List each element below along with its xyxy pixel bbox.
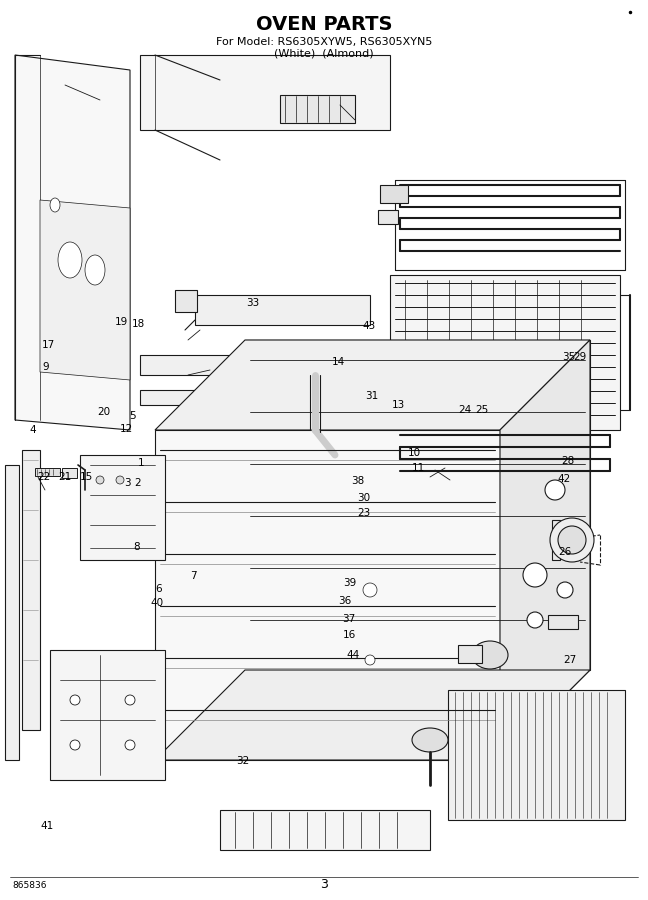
Text: 14: 14 xyxy=(332,356,345,367)
Bar xyxy=(62,468,77,478)
Ellipse shape xyxy=(70,695,80,705)
Polygon shape xyxy=(15,55,130,430)
Polygon shape xyxy=(390,275,620,430)
Polygon shape xyxy=(155,430,500,760)
Polygon shape xyxy=(195,295,370,325)
Text: 44: 44 xyxy=(347,650,360,661)
Text: 30: 30 xyxy=(358,492,371,503)
Ellipse shape xyxy=(125,740,135,750)
Text: 8: 8 xyxy=(133,542,139,553)
Text: 33: 33 xyxy=(246,298,259,309)
Text: 27: 27 xyxy=(564,654,577,665)
Text: 39: 39 xyxy=(343,578,356,589)
Text: 43: 43 xyxy=(363,320,376,331)
Text: 37: 37 xyxy=(342,614,355,625)
Text: 36: 36 xyxy=(338,596,351,607)
Bar xyxy=(35,468,60,476)
Text: For Model: RS6305XYW5, RS6305XYN5: For Model: RS6305XYW5, RS6305XYN5 xyxy=(216,37,432,47)
Bar xyxy=(280,95,355,123)
Text: OVEN PARTS: OVEN PARTS xyxy=(256,15,392,34)
Text: 1: 1 xyxy=(138,458,145,469)
Ellipse shape xyxy=(96,476,104,484)
Polygon shape xyxy=(140,55,390,130)
Ellipse shape xyxy=(472,641,508,669)
Text: 26: 26 xyxy=(559,546,572,557)
Text: 18: 18 xyxy=(132,319,145,329)
Bar xyxy=(548,615,578,629)
Ellipse shape xyxy=(558,526,586,554)
Text: 20: 20 xyxy=(97,407,110,418)
Text: 19: 19 xyxy=(115,317,128,328)
Ellipse shape xyxy=(125,695,135,705)
Polygon shape xyxy=(155,670,590,760)
Ellipse shape xyxy=(116,476,124,484)
Ellipse shape xyxy=(58,242,82,278)
Text: 38: 38 xyxy=(351,476,364,487)
Polygon shape xyxy=(500,340,590,760)
Bar xyxy=(378,210,398,224)
Bar xyxy=(175,290,197,312)
Ellipse shape xyxy=(557,582,573,598)
Text: 6: 6 xyxy=(156,584,162,595)
Ellipse shape xyxy=(70,740,80,750)
Ellipse shape xyxy=(412,728,448,752)
Text: 5: 5 xyxy=(130,410,136,421)
Text: 865836: 865836 xyxy=(12,880,47,889)
Text: 3: 3 xyxy=(320,878,328,892)
Text: 24: 24 xyxy=(459,405,472,416)
Text: 29: 29 xyxy=(573,352,586,363)
Ellipse shape xyxy=(85,255,105,285)
Text: 12: 12 xyxy=(120,424,133,435)
Text: 7: 7 xyxy=(190,571,196,581)
Text: 31: 31 xyxy=(365,391,378,401)
Text: 28: 28 xyxy=(562,455,575,466)
Bar xyxy=(380,185,408,203)
Text: 2: 2 xyxy=(135,478,141,489)
Text: 10: 10 xyxy=(408,447,421,458)
Text: 22: 22 xyxy=(38,472,51,482)
Text: 32: 32 xyxy=(237,755,249,766)
Ellipse shape xyxy=(523,563,547,587)
Bar xyxy=(22,450,40,730)
Ellipse shape xyxy=(527,612,543,628)
Polygon shape xyxy=(220,810,430,850)
Ellipse shape xyxy=(363,583,377,597)
Text: 4: 4 xyxy=(29,425,36,436)
Polygon shape xyxy=(140,390,500,405)
Text: 13: 13 xyxy=(392,400,405,410)
Text: 9: 9 xyxy=(42,362,49,373)
Polygon shape xyxy=(140,355,500,375)
Ellipse shape xyxy=(550,518,594,562)
Text: 35: 35 xyxy=(562,352,575,363)
Text: 3: 3 xyxy=(124,478,131,489)
Bar xyxy=(552,520,560,560)
Text: 23: 23 xyxy=(358,508,371,518)
Text: 15: 15 xyxy=(80,472,93,482)
Text: 25: 25 xyxy=(475,405,488,416)
Text: 40: 40 xyxy=(151,598,164,608)
Text: 16: 16 xyxy=(343,629,356,640)
Ellipse shape xyxy=(545,480,565,500)
Bar xyxy=(5,465,19,760)
Polygon shape xyxy=(245,340,590,670)
Text: 21: 21 xyxy=(58,472,71,482)
Ellipse shape xyxy=(365,655,375,665)
Ellipse shape xyxy=(50,198,60,212)
Text: 11: 11 xyxy=(411,463,424,473)
Bar xyxy=(458,645,482,663)
Polygon shape xyxy=(80,455,165,560)
Text: 42: 42 xyxy=(557,473,570,484)
Text: 41: 41 xyxy=(40,821,53,832)
Text: (White)  (Almond): (White) (Almond) xyxy=(274,49,374,59)
Text: 17: 17 xyxy=(42,339,55,350)
Polygon shape xyxy=(40,200,130,380)
Polygon shape xyxy=(448,690,625,820)
Polygon shape xyxy=(155,340,590,430)
Polygon shape xyxy=(50,650,165,780)
